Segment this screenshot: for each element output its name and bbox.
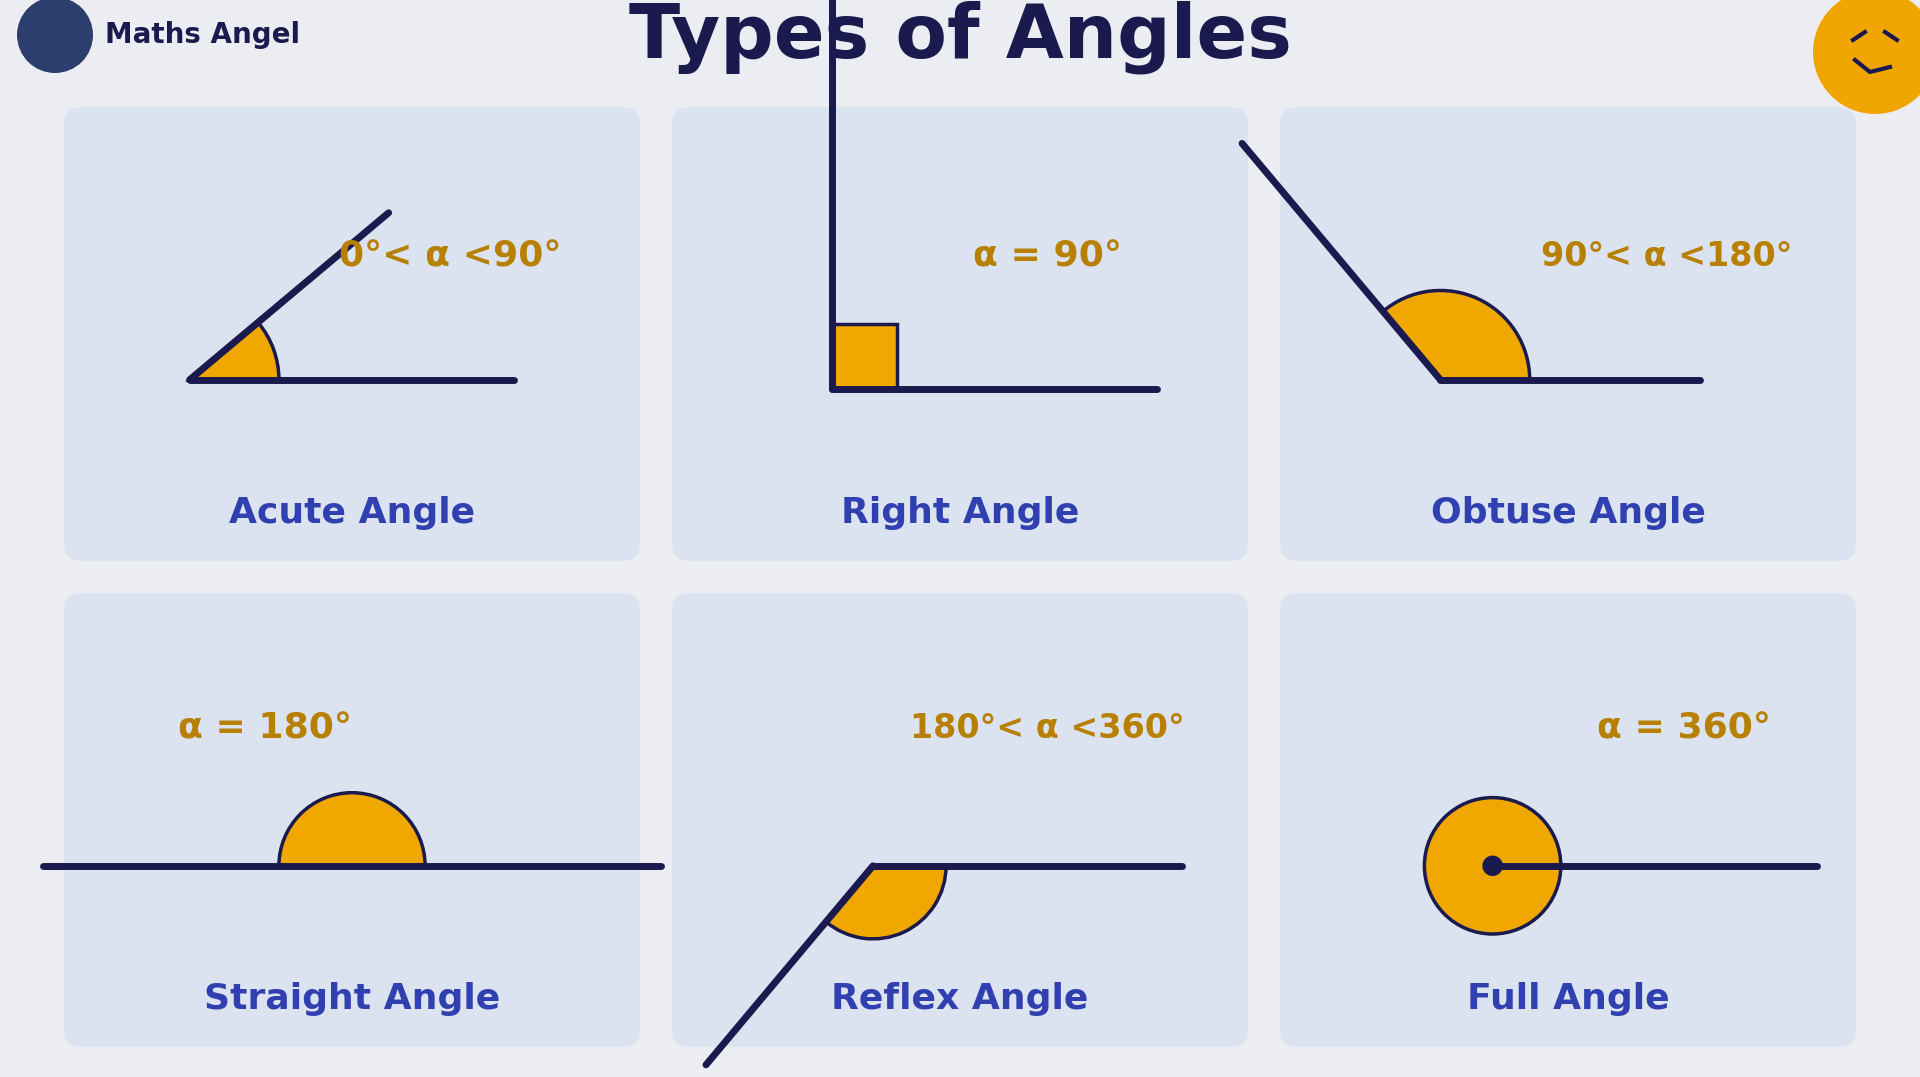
Text: Types of Angles: Types of Angles xyxy=(628,0,1292,73)
Wedge shape xyxy=(190,322,278,380)
Circle shape xyxy=(17,0,92,73)
Bar xyxy=(833,324,897,389)
FancyBboxPatch shape xyxy=(1281,593,1857,1047)
Text: Obtuse Angle: Obtuse Angle xyxy=(1430,495,1705,530)
Wedge shape xyxy=(826,866,947,939)
Text: 180°< α <360°: 180°< α <360° xyxy=(910,712,1185,745)
Text: Right Angle: Right Angle xyxy=(841,495,1079,530)
FancyBboxPatch shape xyxy=(1281,107,1857,561)
FancyBboxPatch shape xyxy=(63,593,639,1047)
Text: 0°< α <90°: 0°< α <90° xyxy=(340,239,563,274)
FancyBboxPatch shape xyxy=(672,593,1248,1047)
Circle shape xyxy=(1425,798,1561,934)
Text: Acute Angle: Acute Angle xyxy=(228,495,474,530)
Text: α = 180°: α = 180° xyxy=(179,712,351,745)
Text: α = 360°: α = 360° xyxy=(1597,712,1770,745)
Text: 90°< α <180°: 90°< α <180° xyxy=(1542,240,1791,272)
Wedge shape xyxy=(278,793,424,866)
FancyBboxPatch shape xyxy=(672,107,1248,561)
FancyBboxPatch shape xyxy=(63,107,639,561)
Circle shape xyxy=(1482,855,1503,876)
Text: Straight Angle: Straight Angle xyxy=(204,981,499,1016)
Circle shape xyxy=(1812,0,1920,114)
Text: α = 90°: α = 90° xyxy=(973,239,1121,274)
Text: Reflex Angle: Reflex Angle xyxy=(831,981,1089,1016)
Text: Full Angle: Full Angle xyxy=(1467,981,1668,1016)
Text: Maths Angel: Maths Angel xyxy=(106,20,300,48)
Wedge shape xyxy=(1382,291,1530,380)
